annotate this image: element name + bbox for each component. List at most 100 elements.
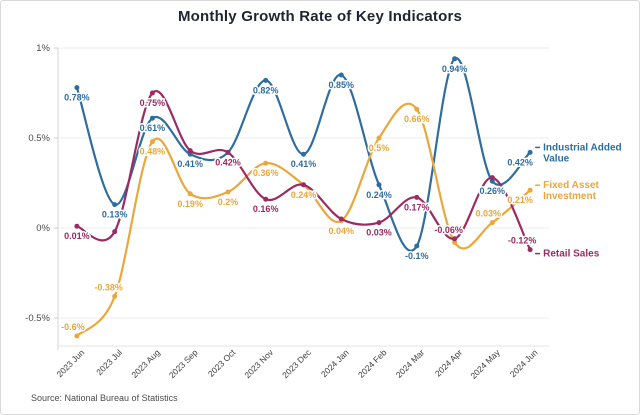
data-point	[149, 139, 155, 145]
point-label: 0.24%	[291, 190, 317, 200]
data-point	[527, 187, 533, 193]
data-point	[112, 293, 118, 299]
point-label: 0.82%	[253, 85, 279, 95]
series-line-fixed-asset-investment	[75, 102, 532, 338]
series-end-label-retail-sales: Retail Sales	[543, 249, 600, 260]
x-tick-label: 2023 Jul	[94, 347, 124, 377]
point-label: 0.01%	[64, 231, 90, 241]
point-label: 0.5%	[369, 143, 390, 153]
data-point	[414, 106, 420, 112]
data-point	[414, 194, 420, 200]
data-point	[452, 56, 458, 62]
point-label: 0.48%	[140, 147, 166, 157]
x-tick-label: 2024 May	[468, 347, 502, 381]
x-tick-label: 2023 Aug	[129, 347, 162, 380]
data-point	[112, 202, 118, 208]
point-label: 0.21%	[507, 195, 533, 205]
point-label: 0.04%	[329, 226, 355, 236]
point-label: -0.12%	[508, 236, 537, 246]
point-label: 0.19%	[177, 199, 203, 209]
data-point	[149, 90, 155, 96]
point-label: 0.78%	[64, 93, 90, 103]
x-tick-label: 2024 Apr	[433, 347, 464, 378]
point-labels: 0.78% 0.13% 0.61% 0.41% 0.82% 0.41% 0.85% 0.24%…	[60, 62, 538, 333]
series-line-retail-sales	[75, 89, 532, 251]
data-point	[489, 220, 495, 226]
point-label: 0.36%	[253, 168, 279, 178]
x-tick-label: 2024 Jan	[319, 347, 351, 379]
y-tick-label: -0.5%	[25, 313, 50, 324]
data-point	[263, 196, 269, 202]
point-label: 0.24%	[366, 190, 392, 200]
data-point	[74, 223, 80, 229]
point-label: 0.17%	[404, 202, 430, 212]
point-label: 0.26%	[480, 186, 506, 196]
point-label: 0.94%	[442, 64, 468, 74]
data-point	[74, 85, 80, 91]
data-point	[263, 77, 269, 83]
point-label: 0.42%	[215, 157, 241, 167]
data-point	[452, 239, 458, 245]
y-tick-label: 0%	[36, 223, 50, 234]
data-point	[338, 216, 344, 222]
data-point	[489, 178, 495, 184]
data-point	[452, 236, 458, 242]
point-label: -0.06%	[434, 225, 463, 235]
grid-lines: 1% 0.5% 0% -0.5%	[25, 43, 549, 350]
series-end-label-industrial-added-value: Value	[543, 153, 570, 164]
data-point	[187, 191, 193, 197]
data-point	[225, 189, 231, 195]
point-label: 0.13%	[102, 210, 128, 220]
data-point	[149, 115, 155, 121]
data-point	[376, 220, 382, 226]
data-point	[489, 175, 495, 181]
point-label: 0.03%	[476, 209, 502, 219]
chart-title: Monthly Growth Rate of Key Indicators	[177, 8, 463, 25]
data-point	[338, 72, 344, 78]
y-tick-label: 0.5%	[28, 133, 50, 144]
point-label: 0.61%	[140, 123, 166, 133]
point-label: 0.03%	[366, 228, 392, 238]
point-label: -0.6%	[61, 322, 85, 332]
series-retail-sales: Retail Sales	[74, 89, 600, 260]
x-tick-label: 2024 Jun	[508, 347, 540, 379]
data-point	[527, 149, 533, 155]
x-tick-label: 2023 Sep	[167, 347, 200, 380]
point-label: -0.1%	[405, 251, 429, 261]
x-tick-label: 2024 Mar	[394, 347, 427, 380]
point-label: 0.66%	[404, 114, 430, 124]
series-end-label-industrial-added-value: Industrial Added	[543, 142, 622, 153]
data-point	[301, 182, 306, 188]
x-tick-label: 2023 Dec	[280, 347, 313, 380]
x-tick-label: 2023 Nov	[242, 347, 275, 380]
point-label: 0.85%	[329, 80, 355, 90]
data-point	[225, 149, 231, 155]
x-tick-label: 2024 Feb	[356, 347, 389, 380]
x-tick-label: 2023 Oct	[206, 347, 238, 379]
data-point	[74, 333, 80, 339]
point-label: 0.42%	[507, 157, 533, 167]
data-point	[414, 243, 420, 249]
series-end-label-fixed-asset-investment: Investment	[543, 191, 596, 202]
data-point	[112, 229, 118, 235]
source-note: Source: National Bureau of Statistics	[31, 393, 178, 403]
x-axis-labels: 2023 Jun 2023 Jul 2023 Aug 2023 Sep 2023 Oct…	[54, 347, 539, 381]
point-label: 0.2%	[218, 197, 239, 207]
x-tick-label: 2023 Jun	[54, 347, 86, 379]
data-point	[301, 151, 306, 157]
series-end-label-fixed-asset-investment: Fixed Asset	[543, 180, 599, 191]
data-point	[376, 182, 382, 188]
data-point	[376, 135, 382, 141]
point-label: 0.41%	[291, 159, 317, 169]
point-label: 0.75%	[140, 98, 166, 108]
point-label: 0.16%	[253, 204, 279, 214]
data-point	[263, 160, 269, 166]
data-point	[187, 151, 193, 157]
data-point	[527, 247, 533, 253]
y-tick-label: 1%	[36, 43, 50, 54]
point-label: -0.38%	[94, 282, 123, 292]
